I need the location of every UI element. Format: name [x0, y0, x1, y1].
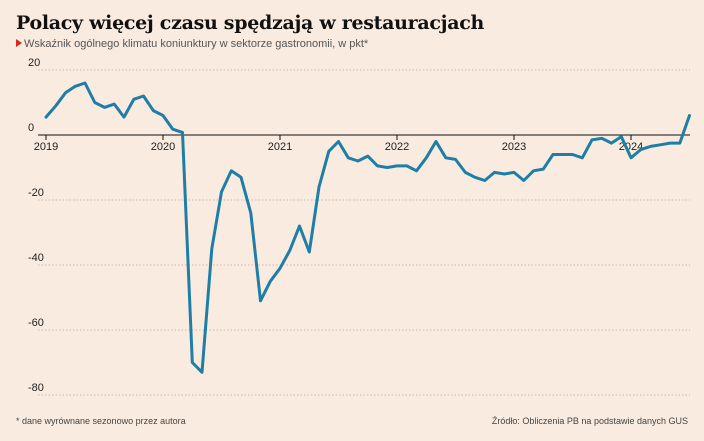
red-triangle-icon — [16, 39, 22, 47]
y-tick-label: -80 — [28, 382, 44, 394]
x-tick-label: 2022 — [385, 141, 409, 153]
x-tick-label: 2021 — [268, 141, 292, 153]
y-tick-label: -20 — [28, 187, 44, 199]
gridlines — [38, 69, 690, 396]
x-tick-label: 2023 — [502, 141, 526, 153]
source-note: Źródło: Obliczenia PB na podstawie danyc… — [491, 416, 688, 426]
y-tick-label: -60 — [28, 317, 44, 329]
x-tick-label: 2019 — [34, 141, 58, 153]
series-line — [44, 81, 691, 374]
chart-subtitle-text: Wskaźnik ogólnego klimatu koniunktury w … — [24, 38, 369, 50]
y-axis-ticks: 20 0 -20 -40 -60 -80 — [28, 57, 44, 394]
y-tick-label: 0 — [28, 122, 34, 134]
chart-subtitle: Wskaźnik ogólnego klimatu koniunktury w … — [16, 38, 368, 50]
footnote: * dane wyrównane sezonowo przez autora — [16, 416, 186, 426]
y-tick-label: -40 — [28, 252, 44, 264]
chart-title: Polacy więcej czasu spędzają w restaurac… — [16, 12, 484, 34]
x-tick-label: 2020 — [151, 141, 175, 153]
y-tick-label: 20 — [28, 57, 40, 69]
